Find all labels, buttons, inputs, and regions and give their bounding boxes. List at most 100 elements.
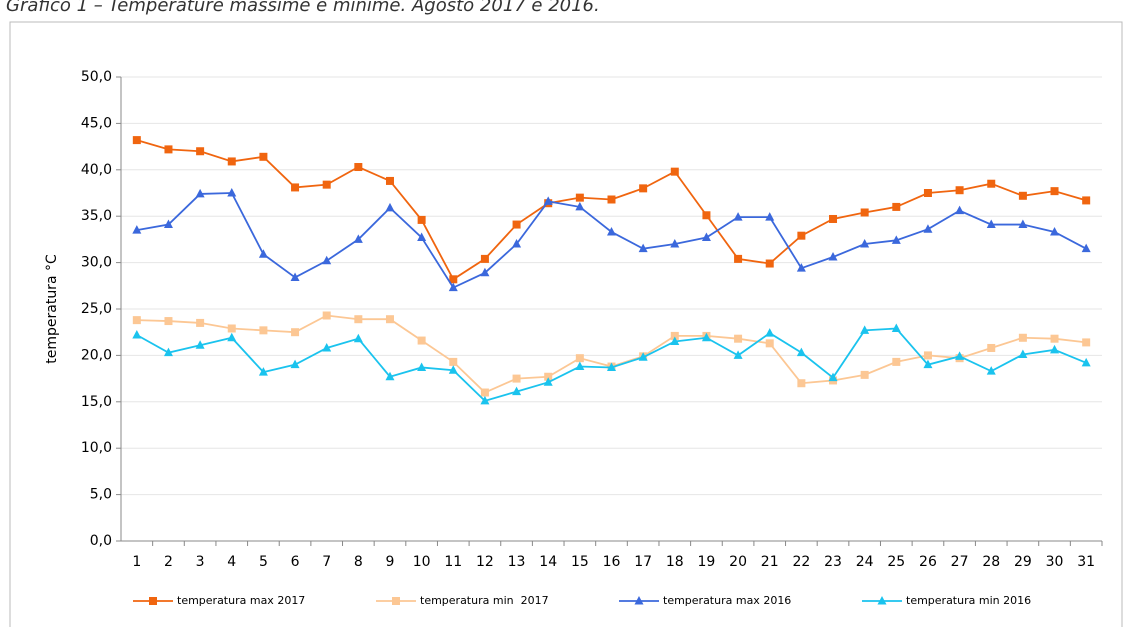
legend-marker [392, 597, 400, 605]
x-tick-label: 2 [164, 554, 173, 570]
data-point [828, 372, 838, 382]
data-point [1050, 226, 1060, 236]
x-tick-label: 29 [1014, 554, 1032, 570]
x-tick-label: 16 [603, 554, 621, 570]
x-tick-label: 13 [508, 554, 526, 570]
data-point [828, 252, 838, 261]
data-point [797, 231, 806, 240]
data-point [196, 318, 205, 327]
data-point [227, 188, 237, 197]
x-tick-label: 20 [729, 554, 747, 570]
data-point [860, 370, 869, 379]
legend-label: temperatura max 2016 [663, 594, 791, 607]
data-point [765, 212, 775, 221]
data-point [258, 367, 268, 376]
data-point [290, 359, 300, 369]
x-tick-label: 4 [227, 554, 236, 570]
x-tick-label: 3 [196, 554, 205, 570]
data-point [575, 361, 585, 371]
legend-label: temperatura min 2017 [420, 594, 549, 607]
series-line [136, 314, 1087, 394]
x-tick-label: 17 [634, 554, 652, 570]
y-tick-label: 5,0 [90, 487, 112, 503]
data-point [512, 239, 522, 248]
data-point [1018, 333, 1027, 342]
x-tick-label: 1 [132, 554, 141, 570]
data-point [829, 214, 838, 223]
x-tick-label: 6 [291, 554, 300, 570]
data-point [796, 263, 806, 272]
data-point [891, 235, 901, 244]
data-point [701, 232, 711, 242]
data-point [639, 184, 648, 193]
x-tick-label: 15 [571, 554, 589, 570]
data-point [1082, 338, 1091, 347]
data-point [797, 379, 806, 388]
data-point [670, 167, 679, 176]
x-tick-label: 14 [539, 554, 557, 570]
x-tick-label: 23 [824, 554, 842, 570]
data-point [480, 395, 490, 405]
series-line [136, 192, 1087, 289]
data-point [734, 254, 743, 263]
x-tick-label: 26 [919, 554, 937, 570]
x-tick-label: 9 [386, 554, 395, 570]
data-point [955, 205, 965, 215]
data-point [291, 183, 300, 192]
x-tick-label: 28 [982, 554, 1000, 570]
data-point [322, 311, 331, 320]
x-tick-label: 11 [444, 554, 462, 570]
data-point [449, 275, 458, 284]
x-tick-label: 5 [259, 554, 268, 570]
data-point [448, 282, 458, 292]
data-point [322, 180, 331, 189]
data-point [796, 347, 806, 357]
data-point [322, 342, 332, 352]
x-tick-label: 10 [413, 554, 431, 570]
data-point [1050, 334, 1059, 343]
y-tick-label: 35,0 [81, 208, 112, 224]
y-tick-label: 50,0 [81, 69, 112, 85]
x-tick-label: 30 [1046, 554, 1064, 570]
data-point [1081, 357, 1091, 367]
data-point [196, 147, 205, 156]
data-point [955, 351, 965, 360]
data-point [512, 386, 522, 396]
data-point [1018, 349, 1028, 358]
data-point [385, 315, 394, 324]
data-point [892, 357, 901, 366]
data-point [733, 212, 743, 221]
data-point [163, 219, 173, 229]
data-point [385, 176, 394, 185]
data-point [480, 388, 489, 397]
data-point [512, 220, 521, 229]
data-point [1081, 243, 1091, 253]
data-point [923, 189, 932, 197]
y-axis-label: temperatura °C [44, 254, 60, 364]
data-point [1018, 219, 1028, 229]
data-point [449, 357, 458, 366]
x-tick-label: 7 [322, 554, 331, 570]
y-tick-label: 15,0 [81, 394, 112, 410]
data-point [1050, 187, 1059, 196]
data-point [638, 352, 648, 361]
data-point [765, 328, 775, 337]
data-point [1050, 344, 1060, 354]
y-tick-label: 25,0 [81, 301, 112, 317]
data-point [132, 225, 142, 234]
data-point [733, 350, 743, 359]
x-tick-label: 24 [856, 554, 874, 570]
y-tick-label: 10,0 [81, 440, 112, 456]
legend-label: temperatura min 2016 [906, 594, 1031, 607]
data-point [480, 267, 490, 277]
data-point [765, 339, 774, 348]
x-tick-label: 19 [698, 554, 716, 570]
data-point [923, 224, 933, 233]
data-point [955, 186, 964, 195]
data-point [195, 188, 205, 198]
data-point [607, 195, 616, 204]
legend-label: temperatura max 2017 [177, 594, 305, 607]
data-point [353, 333, 363, 343]
data-point [891, 323, 901, 332]
data-point [923, 351, 932, 360]
